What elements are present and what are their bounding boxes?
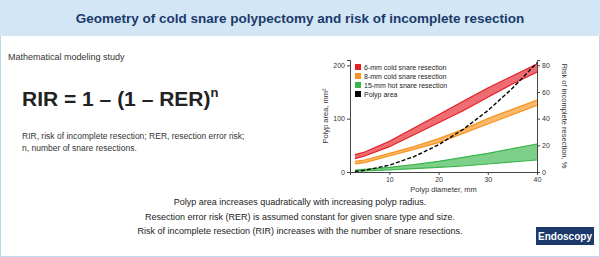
tick-label: 20 xyxy=(435,176,443,183)
legend-item: 8-mm cold snare resection xyxy=(355,73,447,80)
y-axis: 0 100 200 xyxy=(333,61,350,176)
tick-mark xyxy=(347,119,350,120)
page-frame xyxy=(1,1,600,257)
tick-label: 0 xyxy=(341,169,345,176)
y-axis-title: Polyp area, mm² xyxy=(321,88,330,144)
finding: Resection error risk (RER) is assumed co… xyxy=(145,212,455,222)
tick-mark xyxy=(347,172,350,173)
journal-badge xyxy=(536,227,594,245)
legend-item: 6-mm cold snare resection xyxy=(355,64,447,71)
legend-swatch xyxy=(355,91,361,97)
axis-line xyxy=(351,173,538,176)
tick-label: 100 xyxy=(333,115,345,122)
axis-line xyxy=(538,61,541,173)
tick: 0 xyxy=(537,169,546,176)
tick-mark xyxy=(347,65,350,66)
tick-label: 40 xyxy=(534,176,542,183)
chart: 102030400100200020406080Polyp diameter, … xyxy=(321,61,569,195)
tick-mark xyxy=(537,119,540,120)
tick: 80 xyxy=(537,62,550,69)
finding: Risk of incomplete resection (RIR) incre… xyxy=(137,226,462,236)
legend-label: 8-mm cold snare resection xyxy=(364,73,447,80)
header-band xyxy=(0,0,600,36)
band-edge xyxy=(355,64,537,155)
x-axis-title: Polyp diameter, mm xyxy=(410,185,476,194)
tick: 40 xyxy=(537,115,550,122)
legend-item: 15-mm hot snare resection xyxy=(355,82,447,89)
y2-axis-title: Risk of incomplete resection, % xyxy=(560,64,569,169)
legend-swatch xyxy=(355,82,361,88)
tick-label: 200 xyxy=(333,62,345,69)
tick: 40 xyxy=(534,172,542,183)
formula-main: RIR = 1 – (1 – RER) xyxy=(22,87,210,110)
tick: 10 xyxy=(386,172,394,183)
tick-mark xyxy=(537,172,540,173)
tick: 0 xyxy=(341,169,350,176)
tick-label: 20 xyxy=(542,142,550,149)
tick-mark xyxy=(439,172,440,175)
y2-axis: 0 20 40 60 80 xyxy=(537,61,550,176)
tick-mark xyxy=(537,145,540,146)
tick: 20 xyxy=(435,172,443,183)
definition: n, number of snare resections. xyxy=(22,143,137,153)
formula: RIR = 1 – (1 – RER)n xyxy=(22,85,218,110)
band-edge xyxy=(355,160,537,171)
page: Geometry of cold snare polypectomy and r… xyxy=(0,0,600,257)
legend-label: Polyp area xyxy=(364,91,398,99)
tick: 100 xyxy=(333,115,350,122)
definition: RIR, risk of incomplete resection; RER, … xyxy=(22,131,244,141)
tick-label: 60 xyxy=(542,89,550,96)
legend-label: 15-mm hot snare resection xyxy=(364,82,447,89)
tick-mark xyxy=(488,172,489,175)
legend: 6-mm cold snare resection 8-mm cold snare… xyxy=(355,64,447,99)
header-title: Geometry of cold snare polypectomy and r… xyxy=(76,11,525,26)
finding: Polyp area increases quadratically with … xyxy=(174,197,427,207)
line xyxy=(355,63,537,172)
tick-label: 40 xyxy=(542,115,550,122)
tick-mark xyxy=(389,172,390,175)
tick: 30 xyxy=(484,172,492,183)
tick-label: 10 xyxy=(386,176,394,183)
journal-name: Endoscopy xyxy=(538,231,592,242)
tick-mark xyxy=(537,65,540,66)
plot-marks xyxy=(355,63,537,172)
tick-label: 0 xyxy=(542,169,546,176)
legend-swatch xyxy=(355,73,361,79)
tick-label: 30 xyxy=(484,176,492,183)
tick: 20 xyxy=(537,142,550,149)
legend-item: Polyp area xyxy=(355,91,398,99)
legend-label: 6-mm cold snare resection xyxy=(364,64,447,71)
tick: 60 xyxy=(537,89,550,96)
formula-exponent: n xyxy=(210,85,218,100)
tick-label: 80 xyxy=(542,62,550,69)
tick: 200 xyxy=(333,62,350,69)
axis-line xyxy=(347,61,351,173)
x-axis: 10 20 30 40 xyxy=(351,172,542,183)
tick-mark xyxy=(537,92,540,93)
study-type: Mathematical modeling study xyxy=(8,52,125,62)
legend-swatch xyxy=(355,64,361,70)
